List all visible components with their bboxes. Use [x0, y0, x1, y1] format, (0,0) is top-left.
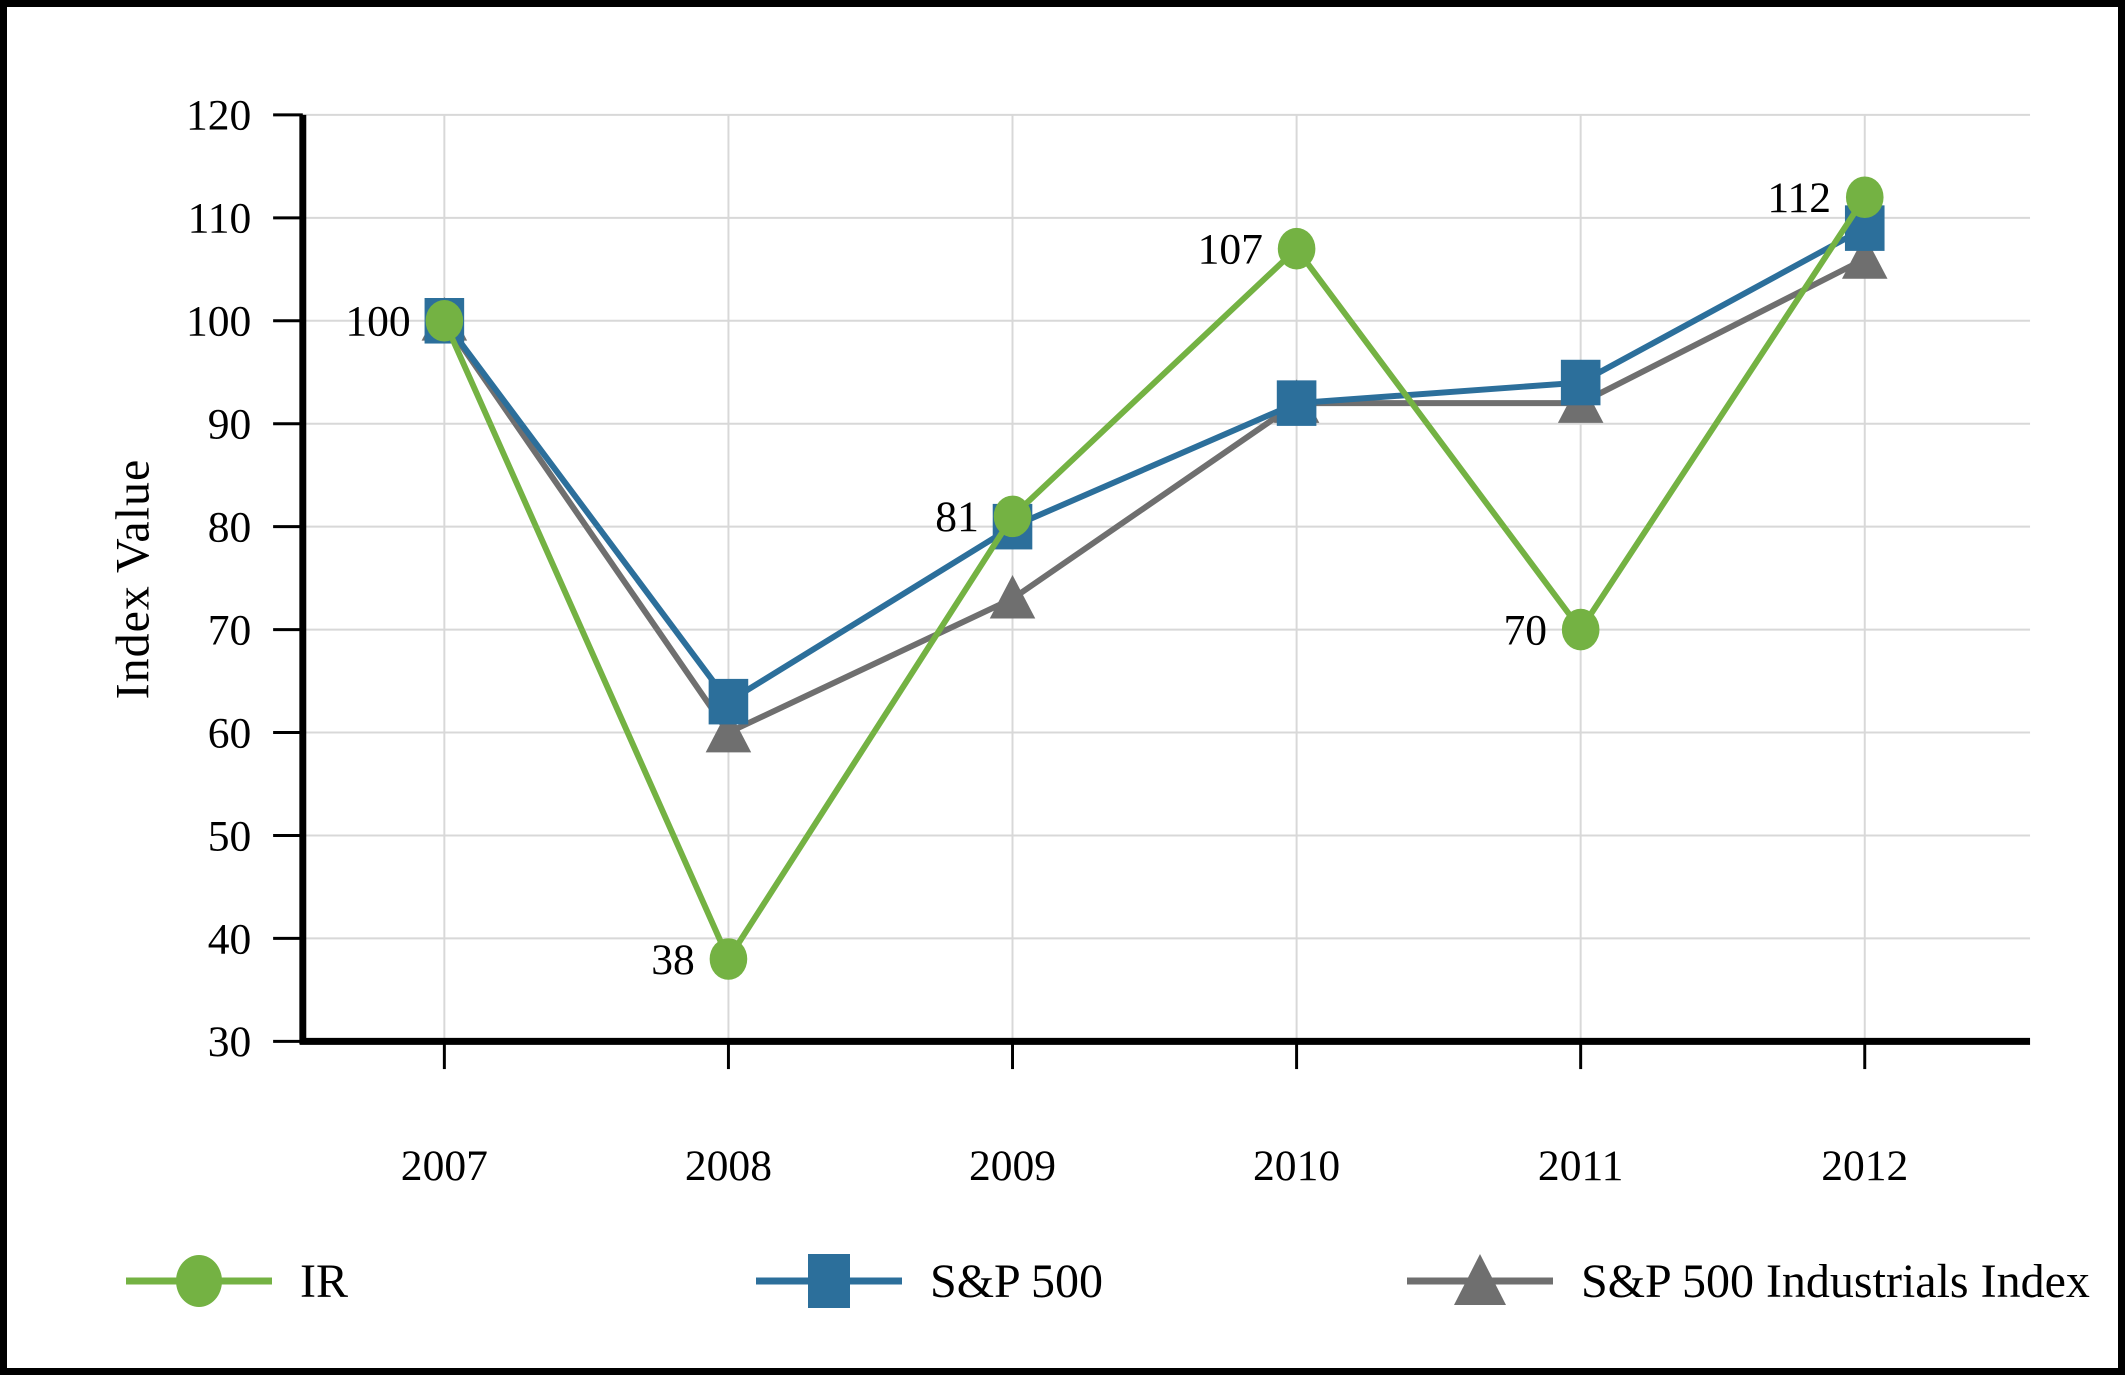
circle-marker-icon	[126, 1255, 272, 1307]
svg-text:30: 30	[208, 1018, 252, 1066]
y-axis-title: Index Value	[106, 458, 160, 700]
svg-text:38: 38	[651, 936, 695, 984]
triangle-marker-icon	[1407, 1254, 1553, 1305]
svg-text:2010: 2010	[1253, 1142, 1340, 1190]
svg-text:2009: 2009	[969, 1142, 1056, 1190]
svg-text:2008: 2008	[685, 1142, 772, 1190]
svg-text:107: 107	[1198, 226, 1263, 274]
legend-label-ir: IR	[300, 1254, 348, 1308]
svg-text:81: 81	[935, 493, 979, 541]
svg-text:70: 70	[1503, 606, 1547, 654]
legend-item-ir: IR	[124, 1249, 348, 1313]
svg-text:112: 112	[1767, 174, 1831, 222]
svg-text:80: 80	[208, 504, 252, 552]
svg-text:100: 100	[186, 298, 251, 346]
svg-text:70: 70	[208, 606, 252, 654]
chart-legend: IR S&P 500 S&P 500 Industrials Index	[7, 1249, 2118, 1329]
legend-item-sp500: S&P 500	[754, 1249, 1103, 1313]
svg-text:60: 60	[208, 709, 252, 757]
svg-text:2012: 2012	[1821, 1142, 1908, 1190]
svg-text:50: 50	[208, 812, 252, 860]
svg-text:120: 120	[186, 92, 251, 140]
legend-label-sp500: S&P 500	[930, 1254, 1103, 1308]
legend-item-sp500-industrials: S&P 500 Industrials Index	[1405, 1249, 2090, 1313]
svg-text:100: 100	[345, 298, 410, 346]
svg-text:90: 90	[208, 401, 252, 449]
svg-text:40: 40	[208, 915, 252, 963]
svg-text:2011: 2011	[1538, 1142, 1623, 1190]
line-chart-canvas: 30 40 50 60 70 80 90 100 110 120 2007 2008 2009 2010 2…	[186, 92, 2031, 1190]
square-marker-icon	[756, 1254, 902, 1308]
svg-text:2007: 2007	[401, 1142, 488, 1190]
legend-label-sp500-industrials: S&P 500 Industrials Index	[1581, 1254, 2090, 1308]
svg-text:110: 110	[188, 195, 252, 243]
